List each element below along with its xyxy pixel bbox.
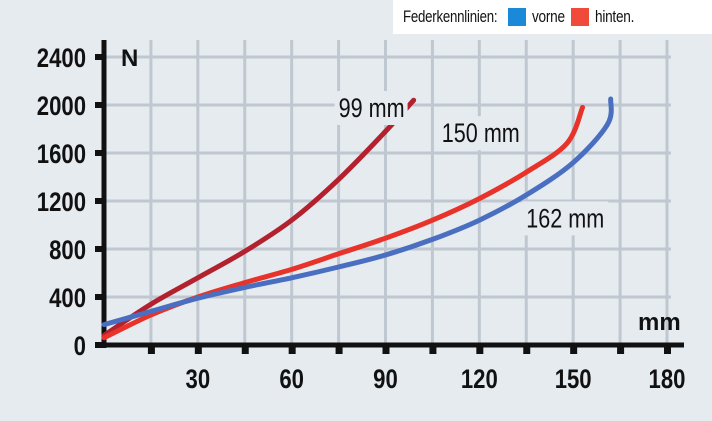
x-tick-label: 90 — [373, 365, 398, 395]
x-tick — [570, 345, 578, 354]
curve-99-mm — [101, 97, 417, 338]
curve-label: 162 mm — [526, 204, 604, 234]
legend-label-hinten: hinten. — [594, 7, 635, 26]
y-tick-label: 800 — [49, 236, 86, 266]
x-tick-label: 30 — [186, 365, 211, 395]
x-tick — [241, 345, 249, 354]
x-tick — [664, 345, 671, 354]
y-tick-label: 1200 — [37, 188, 86, 218]
x-tick-label: 150 — [555, 365, 592, 395]
x-tick — [382, 345, 390, 354]
series-lines — [101, 96, 614, 341]
y-tick — [95, 198, 103, 204]
legend-swatch-hinten — [570, 8, 589, 26]
curve-162-mm — [101, 96, 614, 328]
legend-swatch-vorne — [507, 8, 526, 26]
annotation-bg — [522, 201, 609, 236]
x-tick — [429, 345, 437, 354]
legend-label-vorne: vorne — [531, 7, 565, 26]
y-tick-label: 400 — [49, 284, 86, 314]
grid — [104, 40, 671, 345]
y-axis-unit-label: N — [121, 45, 138, 72]
y-tick — [95, 342, 103, 348]
x-tick-label: 60 — [279, 365, 304, 395]
axis-labels: 0 400 800 1200 1600 2000 2400 30 60 90 120 150 180 Nm… — [37, 44, 686, 395]
legend-title: Federkennlinien: — [403, 7, 498, 26]
curve-label: 150 mm — [442, 119, 520, 149]
legend: Federkennlinien: vorne hinten. — [393, 0, 712, 34]
y-tick-label: 2400 — [37, 44, 86, 74]
annotation-bg — [437, 116, 524, 151]
annotation-bg — [334, 91, 408, 125]
x-tick-label: 180 — [649, 365, 686, 395]
x-tick — [476, 345, 484, 354]
axes — [95, 40, 684, 354]
x-tick — [147, 345, 155, 354]
curve-annotations: 99 mm 150 mm 162 mm — [334, 91, 609, 236]
x-tick — [617, 345, 625, 354]
y-tick — [95, 294, 103, 300]
y-tick — [95, 54, 103, 60]
y-tick-label: 0 — [74, 332, 86, 362]
y-tick — [95, 246, 103, 252]
x-tick — [335, 345, 343, 354]
y-tick-label: 1600 — [37, 140, 86, 170]
x-tick — [288, 345, 296, 354]
x-axis-unit-label: mm — [638, 309, 681, 336]
x-tick — [194, 345, 202, 354]
y-tick-label: 2000 — [37, 92, 86, 122]
x-tick-label: 120 — [461, 365, 498, 395]
y-tick — [95, 102, 103, 108]
y-tick — [95, 150, 103, 156]
curve-label: 99 mm — [339, 94, 405, 124]
x-tick — [523, 345, 531, 354]
